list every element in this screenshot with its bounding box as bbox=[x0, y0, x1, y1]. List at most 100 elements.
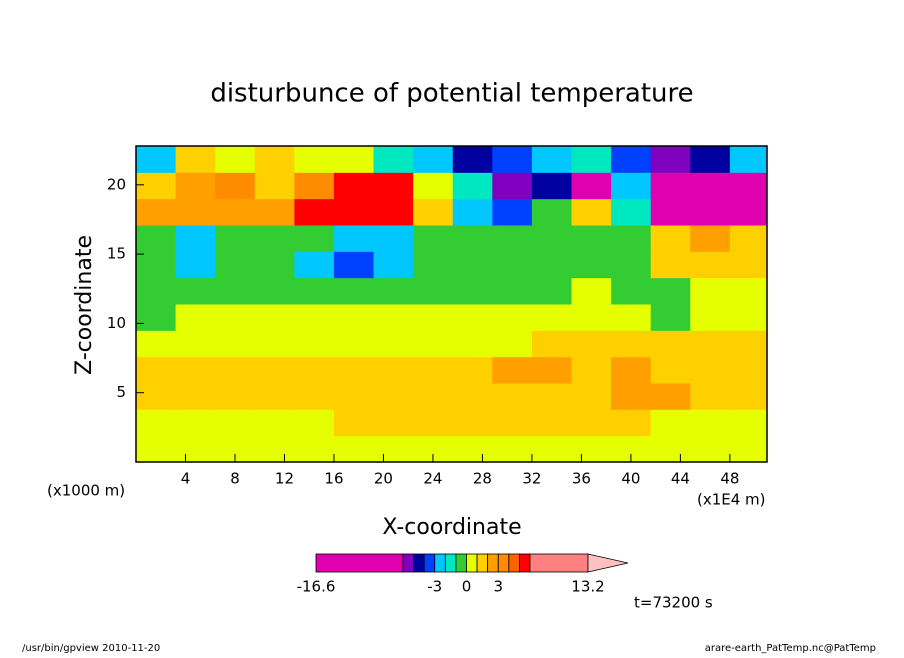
colorbar-segment bbox=[315, 553, 404, 573]
cell bbox=[531, 356, 573, 384]
cell bbox=[254, 225, 295, 252]
cell bbox=[294, 277, 335, 305]
cell bbox=[136, 330, 177, 358]
cell bbox=[136, 356, 177, 384]
cell bbox=[571, 383, 612, 410]
cell bbox=[690, 409, 731, 437]
cell bbox=[492, 172, 533, 200]
colorbar-tick-label: -3 bbox=[427, 578, 442, 596]
cell bbox=[492, 198, 533, 226]
cell bbox=[333, 304, 375, 331]
colorbar-segment bbox=[519, 553, 531, 573]
colorbar-segment bbox=[434, 553, 446, 573]
y-tick-label: 15 bbox=[107, 245, 126, 263]
cell bbox=[215, 356, 256, 384]
cell bbox=[254, 251, 295, 279]
cell bbox=[531, 409, 573, 437]
cell bbox=[729, 330, 768, 358]
colorbar-tick-label: -16.6 bbox=[297, 578, 336, 596]
colorbar-segment bbox=[423, 553, 436, 573]
colorbar-tick-label: 0 bbox=[462, 578, 472, 596]
cell bbox=[452, 435, 493, 463]
cell bbox=[452, 356, 493, 384]
x-tick-label: 40 bbox=[621, 470, 640, 488]
cell bbox=[571, 198, 612, 226]
cell bbox=[136, 383, 177, 410]
cell bbox=[650, 198, 691, 226]
colorbar-extend bbox=[587, 553, 629, 573]
cell bbox=[650, 251, 691, 279]
cell bbox=[373, 383, 414, 410]
cell bbox=[611, 330, 652, 358]
y-tick-label: 5 bbox=[116, 383, 126, 401]
cell bbox=[333, 225, 375, 252]
cell bbox=[650, 225, 691, 252]
cell bbox=[373, 409, 414, 437]
cell bbox=[413, 251, 454, 279]
cell bbox=[175, 225, 216, 252]
footer: /usr/bin/gpview 2010-11-20 bbox=[22, 643, 160, 654]
time-label: t=73200 s bbox=[634, 594, 713, 612]
cell bbox=[531, 225, 573, 252]
cell bbox=[452, 330, 493, 358]
x-tick-label: 48 bbox=[720, 470, 739, 488]
cell bbox=[611, 225, 652, 252]
cell bbox=[611, 146, 652, 173]
colorbar-segment bbox=[508, 553, 520, 573]
y-tick-label: 10 bbox=[107, 314, 126, 332]
cell bbox=[254, 277, 295, 305]
cell bbox=[215, 198, 256, 226]
x-tick-label: 16 bbox=[324, 470, 343, 488]
cell bbox=[136, 146, 177, 173]
cell bbox=[175, 277, 216, 305]
cell bbox=[215, 409, 256, 437]
cell bbox=[492, 435, 533, 463]
plot-frame bbox=[135, 145, 768, 463]
cell bbox=[650, 330, 691, 358]
cell bbox=[531, 251, 573, 279]
cell bbox=[254, 330, 295, 358]
cell bbox=[690, 251, 731, 279]
plot-area bbox=[136, 146, 768, 463]
x-unit: (x1000 m) bbox=[47, 482, 125, 500]
cell bbox=[175, 146, 216, 173]
cell bbox=[690, 277, 731, 305]
colorbar-segment bbox=[497, 553, 510, 573]
y-tick-label: 20 bbox=[107, 175, 126, 193]
cell bbox=[333, 172, 375, 200]
cell bbox=[531, 172, 573, 200]
cell bbox=[452, 198, 493, 226]
cell bbox=[254, 172, 295, 200]
cell bbox=[413, 277, 454, 305]
cell bbox=[690, 330, 731, 358]
cell bbox=[333, 198, 375, 226]
cell bbox=[650, 435, 691, 463]
cell bbox=[413, 225, 454, 252]
cell bbox=[136, 277, 177, 305]
cell bbox=[729, 304, 768, 331]
x-tick-label: 4 bbox=[181, 470, 191, 488]
cell bbox=[254, 409, 295, 437]
cell bbox=[413, 383, 454, 410]
x-axis-title: X-coordinate bbox=[382, 515, 521, 540]
footer: arare-earth_PatTemp.nc@PatTemp bbox=[705, 643, 876, 654]
cell bbox=[571, 277, 612, 305]
cell bbox=[333, 356, 375, 384]
cell bbox=[492, 356, 533, 384]
cell bbox=[294, 146, 335, 173]
cell bbox=[452, 383, 493, 410]
cell bbox=[175, 356, 216, 384]
cell bbox=[136, 198, 177, 226]
cell bbox=[492, 409, 533, 437]
cell bbox=[531, 383, 573, 410]
colorbar-segment bbox=[529, 553, 589, 573]
x-tick-label: 24 bbox=[423, 470, 442, 488]
cell bbox=[729, 435, 768, 463]
colorbar-segment bbox=[444, 553, 457, 573]
cell bbox=[333, 251, 375, 279]
cell bbox=[215, 251, 256, 279]
cell bbox=[175, 251, 216, 279]
cell bbox=[611, 251, 652, 279]
cell bbox=[333, 277, 375, 305]
cell bbox=[690, 356, 731, 384]
